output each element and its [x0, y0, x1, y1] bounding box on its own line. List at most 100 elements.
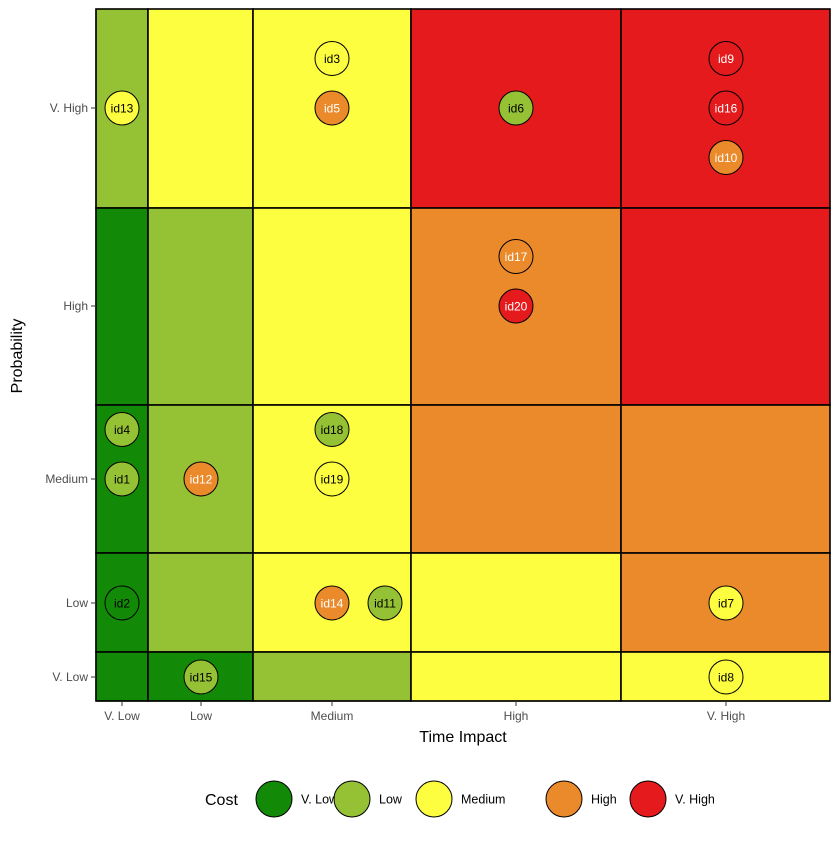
data-point: id15 [183, 659, 219, 695]
legend-title: Cost [205, 792, 238, 809]
legend-key [415, 780, 453, 818]
legend: Cost V. Low Low Medium High V. High [205, 780, 715, 818]
y-axis-title: Probability [9, 319, 26, 394]
legend-label: Medium [461, 793, 505, 807]
data-point: id2 [104, 585, 140, 621]
data-point: id8 [708, 659, 744, 695]
x-tick-label: Medium [311, 709, 354, 723]
matrix-cell [147, 207, 254, 406]
x-tick-label: Low [190, 709, 212, 723]
point-label: id19 [321, 473, 344, 487]
point-marker [183, 461, 219, 497]
data-point: id6 [498, 90, 534, 126]
axes-layer: V. Low Low Medium High V. High V. Low Low Mediu… [45, 9, 830, 723]
point-marker [498, 239, 534, 274]
data-point: id5 [314, 90, 350, 126]
matrix-cell [95, 207, 149, 406]
point-marker [104, 90, 140, 126]
data-point: id13 [104, 90, 140, 126]
point-label: id12 [190, 473, 213, 487]
legend-key [629, 780, 667, 818]
matrix-cell [410, 651, 622, 702]
matrix-cell [620, 404, 831, 554]
point-label: id20 [505, 300, 528, 314]
point-label: id6 [508, 102, 524, 116]
point-label: id3 [324, 52, 340, 66]
point-marker [314, 41, 350, 76]
x-tick-label: V. Low [104, 709, 140, 723]
point-marker [314, 585, 350, 621]
x-tick-label: High [504, 709, 529, 723]
y-tick-label: V. Low [52, 670, 88, 684]
point-marker [498, 90, 534, 126]
matrix-cell [252, 651, 412, 702]
data-point: id18 [314, 412, 350, 447]
data-point: id3 [314, 41, 350, 76]
matrix-cell [410, 552, 622, 653]
point-label: id13 [111, 102, 134, 116]
point-marker [708, 90, 744, 126]
data-point: id10 [708, 140, 744, 175]
matrix-cell [147, 8, 254, 209]
data-point: id1 [104, 461, 140, 497]
cells-layer [95, 8, 831, 702]
matrix-cell [95, 651, 149, 702]
y-tick-label: High [63, 299, 88, 313]
point-marker [104, 461, 140, 497]
legend-key [333, 780, 371, 818]
point-label: id7 [718, 597, 734, 611]
point-label: id4 [114, 423, 130, 437]
legend-entry: High [545, 780, 617, 818]
point-marker [183, 659, 219, 695]
legend-entry: Medium [415, 780, 505, 818]
point-marker [314, 461, 350, 497]
point-label: id15 [190, 671, 213, 685]
matrix-cell [147, 552, 254, 653]
y-tick-label: Medium [45, 472, 88, 486]
legend-label: V. Low [301, 793, 339, 807]
legend-key [545, 780, 583, 818]
legend-label: V. High [675, 793, 715, 807]
point-marker [104, 412, 140, 447]
point-label: id14 [321, 597, 344, 611]
point-label: id2 [114, 597, 130, 611]
data-point: id17 [498, 239, 534, 274]
y-tick-label: V. High [50, 101, 88, 115]
matrix-cell [252, 207, 412, 406]
data-point: id20 [498, 288, 534, 324]
point-label: id8 [718, 671, 734, 685]
point-label: id16 [715, 102, 738, 116]
x-axis-title: Time Impact [419, 729, 507, 746]
data-point: id7 [708, 585, 744, 621]
legend-label: Low [379, 793, 403, 807]
matrix-cell [620, 207, 831, 406]
legend-entry: V. High [629, 780, 715, 818]
data-point: id4 [104, 412, 140, 447]
point-marker [314, 90, 350, 126]
legend-entry: V. Low [255, 780, 339, 818]
data-point: id9 [708, 41, 744, 76]
point-label: id10 [715, 151, 738, 165]
point-marker [708, 140, 744, 175]
point-marker [314, 412, 350, 447]
point-marker [498, 288, 534, 324]
legend-label: High [591, 793, 617, 807]
matrix-cell [410, 404, 622, 554]
point-marker [367, 585, 403, 621]
data-point: id19 [314, 461, 350, 497]
data-point: id14 [314, 585, 350, 621]
legend-key [255, 780, 293, 818]
x-tick-label: V. High [707, 709, 745, 723]
point-marker [708, 585, 744, 621]
point-marker [104, 585, 140, 621]
data-point: id11 [367, 585, 403, 621]
points-layer: id13 id3 id5 id6 id9 id16 id10 id17 id20 id4 id1 id… [104, 41, 744, 695]
point-label: id18 [321, 423, 344, 437]
point-marker [708, 41, 744, 76]
point-label: id9 [718, 52, 734, 66]
data-point: id12 [183, 461, 219, 497]
point-label: id11 [374, 597, 396, 611]
point-label: id1 [114, 473, 130, 487]
